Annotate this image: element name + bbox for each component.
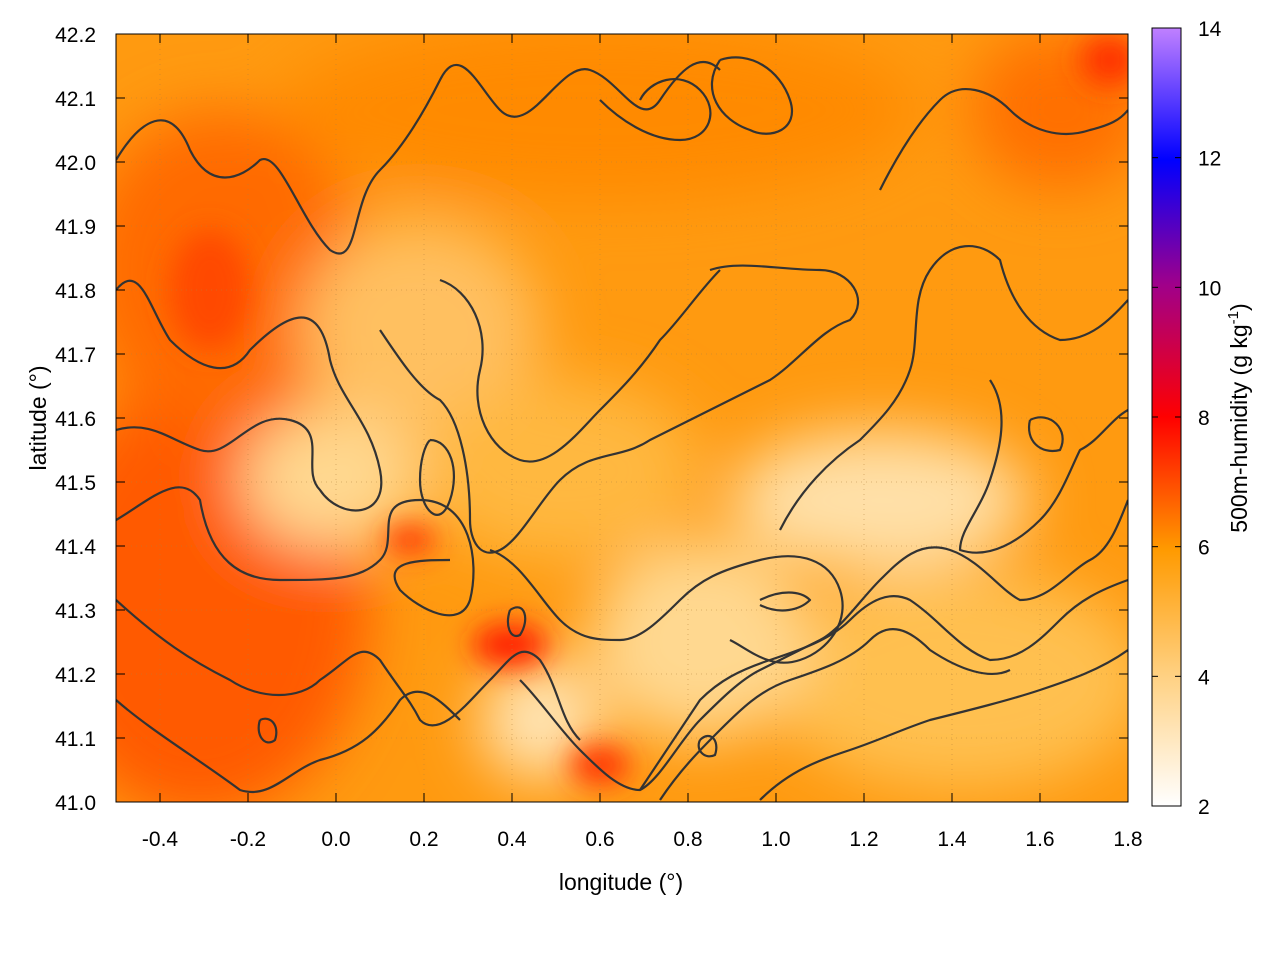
x-tick-label: 0.2 <box>409 828 438 851</box>
y-axis: 41.0 41.1 41.2 41.3 41.4 41.5 41.6 41.7 41.8 41.9… <box>55 24 1128 815</box>
x-tick-label: 1.8 <box>1113 828 1142 851</box>
contour-line <box>759 649 1128 801</box>
x-tick-label: 0.8 <box>673 828 702 851</box>
contour-line <box>958 379 1128 554</box>
y-tick-label: 41.0 <box>55 792 96 815</box>
y-tick-label: 41.6 <box>55 408 96 431</box>
x-tick-label: 1.6 <box>1025 828 1054 851</box>
y-tick-label: 41.2 <box>55 664 96 687</box>
contour-line <box>257 717 278 744</box>
contour-line <box>879 88 1128 191</box>
colorbar-tick-label: 4 <box>1198 666 1210 689</box>
x-axis-label: longitude (°) <box>559 869 683 895</box>
contour-line <box>489 548 844 664</box>
field-hotspots <box>170 34 1128 785</box>
colorbar-tick-label: 8 <box>1198 407 1210 430</box>
x-tick-label: -0.4 <box>142 828 179 851</box>
field-blobs <box>116 34 1128 802</box>
y-tick-label: 41.1 <box>55 728 96 751</box>
contour-line <box>710 56 793 135</box>
contour-line <box>116 486 475 617</box>
colorbar-tick-label: 6 <box>1198 537 1210 560</box>
contour-line <box>116 60 721 255</box>
colorbar-tick-label: 10 <box>1198 277 1221 300</box>
x-tick-label: 1.0 <box>761 828 790 851</box>
y-tick-label: 41.9 <box>55 216 96 239</box>
y-tick-label: 41.5 <box>55 472 96 495</box>
contour-line <box>639 578 1128 791</box>
contour-line <box>418 438 455 516</box>
contour-line <box>506 606 527 638</box>
colorbar-tick-label: 2 <box>1198 796 1210 819</box>
contour-line <box>116 690 461 793</box>
contour-line <box>1027 416 1064 453</box>
contour-lines <box>116 56 1128 801</box>
contour-line <box>116 599 581 741</box>
colorbar-tick-label: 14 <box>1198 18 1222 41</box>
y-tick-label: 41.8 <box>55 280 96 303</box>
y-tick-label: 41.3 <box>55 600 96 623</box>
x-tick-label: -0.2 <box>230 828 266 851</box>
y-tick-label: 42.0 <box>55 152 96 175</box>
contour-line <box>697 734 718 758</box>
x-tick-label: 0.4 <box>497 828 527 851</box>
contour-line <box>779 245 1128 531</box>
y-axis-label: latitude (°) <box>25 365 51 470</box>
colorbar-axis: 2 4 6 8 10 12 14 <box>1152 18 1222 819</box>
x-tick-label: 1.4 <box>937 828 967 851</box>
colorbar-label: 500m-humidity (g kg-1) <box>1225 303 1252 532</box>
contour-line <box>439 269 721 463</box>
x-axis: -0.4 -0.2 0.0 0.2 0.4 0.6 0.8 1.0 1.2 1.4 1.6 1.8 <box>142 34 1143 851</box>
y-tick-label: 41.7 <box>55 344 96 367</box>
x-tick-label: 0.6 <box>585 828 614 851</box>
contour-line <box>759 591 812 612</box>
contour-line <box>116 279 383 512</box>
y-tick-label: 41.4 <box>55 536 96 559</box>
contour-line <box>599 78 712 142</box>
colorbar-tick-label: 12 <box>1198 148 1221 171</box>
contour-line <box>379 264 860 554</box>
x-tick-label: 0.0 <box>321 828 350 851</box>
y-tick-label: 42.2 <box>55 24 96 47</box>
y-tick-label: 42.1 <box>55 88 96 111</box>
x-tick-label: 1.2 <box>849 828 878 851</box>
